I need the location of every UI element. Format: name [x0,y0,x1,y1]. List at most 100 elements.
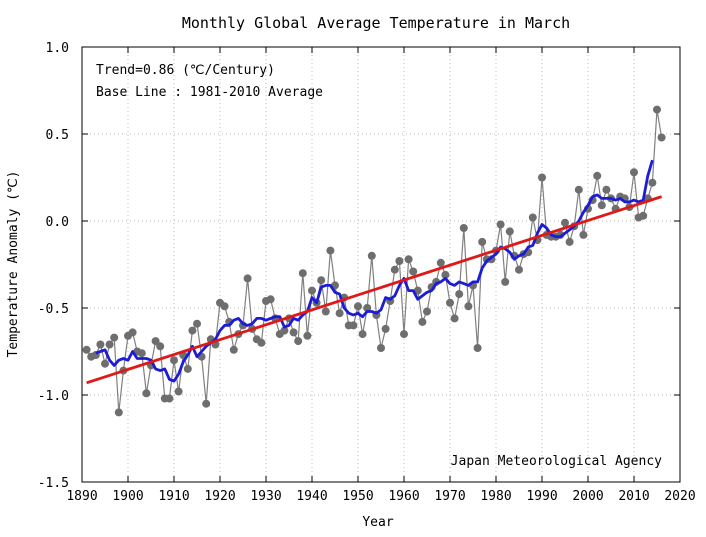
annual-anomaly-point [243,274,252,283]
annual-anomaly-point [381,324,390,333]
x-tick-label: 1930 [250,489,281,504]
annual-anomaly-point [156,342,165,351]
y-tick-labels: -1.5 -1.0 -0.5 0.0 0.5 1.0 [38,41,69,491]
annual-anomaly-point [418,317,427,326]
annual-anomaly-line [86,109,663,413]
y-tick-label: -1.0 [38,389,69,404]
annual-anomaly-point [257,338,266,347]
annual-anomaly-point [326,246,335,255]
gridlines [82,47,680,482]
annual-anomaly-point [358,330,367,339]
running-mean-line [95,159,654,383]
y-tick-label: 0.5 [46,128,69,143]
annual-anomaly-point [266,295,275,304]
x-tick-label: 1960 [388,489,419,504]
annual-anomaly-point [367,251,376,260]
annual-anomaly-point [280,326,289,335]
annual-anomaly-point [450,314,459,323]
x-tick-label: 1920 [204,489,235,504]
annual-anomaly-point [229,345,238,354]
annual-anomaly-point [321,307,330,316]
annual-anomaly-point [183,364,192,373]
annual-anomaly-point [303,331,312,340]
annual-anomaly-point [478,237,487,246]
annual-anomaly-point [528,213,537,222]
axis-ticks [81,46,681,483]
annual-anomaly-point [515,265,523,274]
annual-anomaly-point [151,337,160,346]
annual-anomaly-point [400,330,408,339]
annual-anomaly-point [390,265,399,274]
annual-anomaly-point [602,185,611,194]
annual-anomaly-point [574,185,583,194]
annual-anomaly-point [597,201,606,210]
y-tick-label: 1.0 [46,41,69,56]
annual-anomaly-point [657,133,666,142]
series-layer [82,105,666,417]
annual-anomaly-point [464,302,473,311]
annual-anomaly-point [105,340,114,349]
chart-title: Monthly Global Average Temperature in Ma… [182,14,570,32]
annual-anomaly-point [565,237,574,246]
x-tick-label: 1980 [480,489,511,504]
annual-anomaly-point [653,105,661,114]
annual-anomaly-point [335,309,344,318]
annual-anomaly-point [220,302,229,311]
x-tick-label: 1890 [66,489,97,504]
annual-anomaly-point [639,211,648,220]
source-annotation: Japan Meteorological Agency [451,454,662,469]
annual-anomaly-point [354,302,362,311]
annual-anomaly-point [114,408,123,417]
x-tick-label: 1970 [434,489,465,504]
y-tick-label: 0.0 [46,215,69,230]
x-tick-label: 1950 [342,489,373,504]
y-axis-label: Temperature Anomaly (℃) [6,171,21,358]
annual-anomaly-point [436,258,445,267]
x-axis-label: Year [362,515,393,530]
plot-frame [81,46,681,483]
trend-annotation: Trend=0.86 (℃/Century) [96,63,275,78]
x-tick-label: 1940 [296,489,327,504]
annual-anomaly-point [441,270,450,279]
annual-anomaly-point [174,387,183,396]
annual-anomaly-point [423,307,431,316]
annual-anomaly-point [170,356,178,365]
annual-anomaly-point [473,344,482,352]
x-tick-label: 1910 [158,489,189,504]
annual-anomaly-point [505,227,514,236]
x-tick-label: 2010 [618,489,649,504]
annual-anomaly-point [128,328,137,337]
annual-anomaly-point [579,230,588,239]
annual-anomaly-point [363,304,372,312]
annual-anomaly-point [377,344,385,352]
annual-anomaly-point [538,173,546,182]
annual-anomaly-point [446,298,454,307]
annual-anomaly-point [294,337,303,346]
trend-line [86,195,663,385]
annual-anomaly-point [101,359,109,368]
x-tick-labels: 1890 1900 1910 1920 1930 1940 1950 1960 1970 1980… [66,489,695,504]
annual-anomaly-point [317,276,326,285]
y-tick-label: -0.5 [38,302,69,317]
x-tick-label: 1990 [526,489,557,504]
annual-anomaly-point [188,326,197,335]
annual-anomaly-point [308,286,316,295]
annual-anomaly-point [82,345,91,354]
annual-anomaly-point [496,220,505,229]
annual-anomaly-point [298,269,307,278]
annual-anomaly-point [96,340,105,349]
annual-anomaly-point [165,394,174,403]
annual-anomaly-point [409,267,418,276]
annual-anomaly-point [561,218,569,227]
y-tick-label: -1.5 [38,476,69,491]
annual-anomaly-point [110,333,119,342]
annual-anomaly-point [501,277,510,286]
annual-anomaly-point [459,224,468,232]
annual-anomaly-point [648,178,657,187]
x-tick-label: 2000 [572,489,603,504]
baseline-annotation: Base Line : 1981-2010 Average [96,85,323,100]
annual-anomaly-point [593,171,602,180]
annual-anomaly-point [455,290,464,299]
annual-anomaly-point [137,349,146,358]
